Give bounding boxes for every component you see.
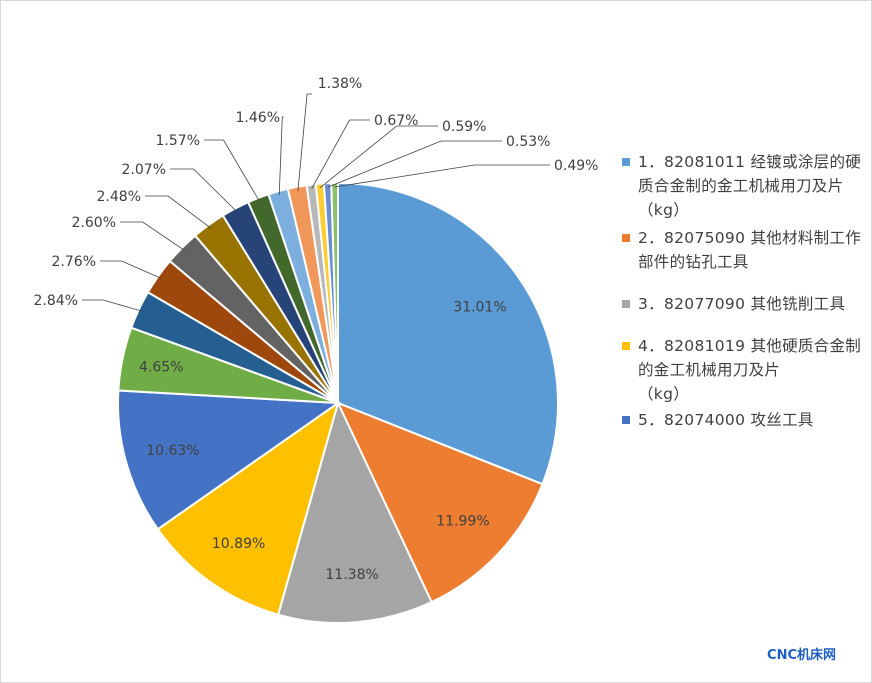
legend-label-2: 2．82075090 其他材料制工作部件的钻孔工具 [638,229,862,271]
leader-line-10 [145,195,212,229]
leader-line-17 [327,140,502,188]
data-label-12: 1.57% [156,133,200,149]
legend-item-3: 3．82077090 其他铣削工具 [622,292,862,316]
watermark: CNC机床网 [767,648,836,663]
legend-item-4: 4．82081019 其他硬质合金制的金工机械用刀及片 （kg） [622,334,862,406]
pie-slice-2 [336,401,544,604]
legend-label-1: 1．82081011 经镀或涂层的硬质合金制的金工机械用刀及片 （kg） [638,153,872,219]
data-label-10: 2.48% [97,189,141,205]
data-label-14: 1.38% [318,76,362,92]
data-label-15: 0.67% [374,113,418,129]
legend-item-1: 1．82081011 经镀或涂层的硬质合金制的金工机械用刀及片 （kg） [622,150,872,222]
data-label-4: 10.89% [212,536,265,552]
data-label-13: 1.46% [236,110,280,126]
data-label-3: 11.38% [325,567,378,583]
legend: 1．82081011 经镀或涂层的硬质合金制的金工机械用刀及片 （kg） 2．8… [622,150,872,454]
data-label-9: 2.60% [72,215,116,231]
leader-line-16 [319,125,438,189]
leader-line-7 [82,299,143,312]
legend-swatch-1 [622,158,630,166]
leader-line-9 [120,221,186,252]
legend-swatch-5 [622,416,630,424]
legend-label-5: 5．82074000 攻丝工具 [638,411,814,429]
data-label-2: 11.99% [436,514,489,530]
data-label-17: 0.53% [506,134,550,150]
data-label-11: 2.07% [122,162,166,178]
leader-line-13 [278,116,284,196]
legend-swatch-2 [622,234,630,242]
data-label-5: 10.63% [146,443,199,459]
data-label-18: 0.49% [554,158,598,174]
legend-label-4: 4．82081019 其他硬质合金制的金工机械用刀及片 （kg） [638,337,862,403]
leader-line-8 [100,260,162,279]
data-label-6: 4.65% [139,360,183,376]
leader-line-12 [204,139,261,202]
pie-slice-4 [156,400,340,616]
leader-line-18 [334,164,550,188]
legend-swatch-4 [622,342,630,350]
leader-line-11 [170,168,238,213]
data-label-7: 2.84% [34,293,78,309]
pie-slice-5 [117,389,341,531]
leader-line-14 [297,93,312,191]
legend-item-5: 5．82074000 攻丝工具 [622,408,862,432]
pie-slice-1 [337,181,559,486]
pie-slice-3 [276,400,433,625]
legend-label-3: 3．82077090 其他铣削工具 [638,295,846,313]
leader-line-15 [311,119,370,189]
data-label-8: 2.76% [52,254,96,270]
legend-swatch-3 [622,300,630,308]
legend-item-2: 2．82075090 其他材料制工作部件的钻孔工具 [622,226,862,274]
data-label-1: 31.01% [453,300,506,316]
data-label-16: 0.59% [442,119,486,135]
